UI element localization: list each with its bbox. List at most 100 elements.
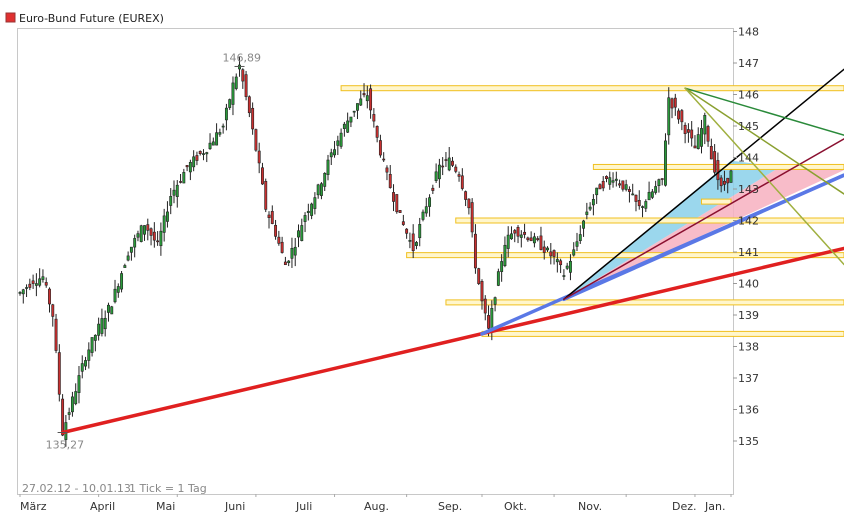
candle-body [316, 184, 320, 196]
candle-body [614, 178, 618, 181]
level-line [481, 330, 844, 337]
candle-body [506, 234, 510, 249]
candle-body [585, 211, 589, 215]
candle-body [519, 234, 523, 238]
candle-body [395, 194, 399, 213]
candle-body [339, 132, 343, 147]
y-tick-label: 142 [738, 215, 759, 228]
candle-body [21, 289, 25, 295]
candle-body [44, 282, 48, 286]
candle-body [185, 165, 189, 168]
candle-body [411, 233, 415, 252]
candle-body [510, 233, 513, 240]
candle-body [493, 297, 497, 305]
level-line [340, 85, 844, 92]
candle-body [631, 193, 635, 196]
candle-body [139, 225, 143, 242]
candle-body [28, 283, 32, 288]
candle-body [621, 180, 625, 190]
candle-body [723, 180, 726, 185]
candle-body [660, 178, 664, 180]
candle-body [77, 375, 81, 393]
candle-body [529, 237, 533, 242]
candle-body [136, 233, 140, 238]
candle-body [460, 175, 464, 189]
candle-body [202, 153, 205, 155]
candle-body [516, 226, 520, 237]
candle-body [457, 174, 461, 177]
y-tick-label: 140 [738, 278, 759, 291]
y-tick-label: 141 [738, 246, 759, 259]
candle-body [352, 110, 356, 113]
candle-body [38, 278, 42, 286]
candle-body [218, 132, 222, 135]
candle-body [523, 231, 527, 235]
candle-body [677, 110, 681, 120]
y-tick-label: 148 [738, 26, 759, 39]
candle-body [215, 132, 219, 146]
candle-body [644, 201, 648, 209]
candle-body [61, 398, 65, 436]
x-axis: März April Mai Juni Juli Aug. Sep. Okt. Nov. Dez.… [19, 494, 732, 513]
candle-body [483, 298, 487, 314]
candle-body [611, 180, 615, 183]
y-tick-label: 137 [738, 372, 759, 385]
annotation-label: 146,89 [223, 51, 261, 64]
candle-body [123, 265, 127, 268]
candle-body [595, 187, 599, 196]
candle-body [624, 184, 628, 190]
candle-body [267, 214, 271, 219]
candle-body [41, 276, 45, 280]
candle-body [113, 288, 117, 303]
y-tick-label: 143 [738, 183, 759, 196]
candle-body [686, 129, 690, 133]
candle-body [195, 155, 199, 161]
candle-body [369, 88, 373, 111]
candle-body [565, 265, 569, 269]
candle-body [709, 145, 713, 160]
candle-body [264, 181, 268, 210]
candle-body [110, 306, 114, 315]
candle-body [526, 237, 530, 241]
chart-footer: 27.02.12 - 10.01.13 1 Tick = 1 Tag [22, 482, 207, 495]
candle-body [572, 249, 576, 256]
candle-body [418, 224, 422, 239]
candle-body [162, 215, 166, 233]
candle-body [257, 150, 261, 164]
candle-body [664, 140, 667, 186]
candle-body [97, 323, 101, 336]
candle-body [146, 224, 150, 231]
candle-body [54, 318, 58, 351]
candle-body [372, 114, 376, 122]
candle-body [562, 275, 566, 277]
candle-body [31, 280, 35, 284]
candle-body [100, 318, 104, 334]
annotation-label: 135,27 [46, 438, 84, 451]
candle-body [359, 98, 363, 106]
candle-body [680, 110, 684, 123]
level-line [455, 217, 844, 224]
candle-body [126, 255, 130, 261]
candle-body [34, 283, 38, 286]
candle-body [205, 152, 209, 155]
candle-body [437, 164, 441, 180]
candle-body [382, 158, 386, 161]
trend-line [563, 138, 844, 300]
candle-body [175, 184, 179, 197]
candle-body [555, 259, 559, 263]
x-tick-label: März [20, 500, 47, 513]
candle-body [323, 172, 327, 187]
level-line [445, 299, 844, 306]
candle-body [306, 210, 310, 213]
candle-body [500, 261, 504, 272]
candle-body [74, 391, 78, 405]
candle-body [90, 337, 94, 353]
candle-body [477, 268, 481, 284]
candle-body [591, 199, 595, 206]
candle-body [346, 120, 350, 133]
candle-body [297, 230, 300, 238]
candle-body [398, 210, 402, 213]
candle-body [319, 183, 323, 196]
price-annotations: 146,89 135,27 [46, 51, 261, 451]
